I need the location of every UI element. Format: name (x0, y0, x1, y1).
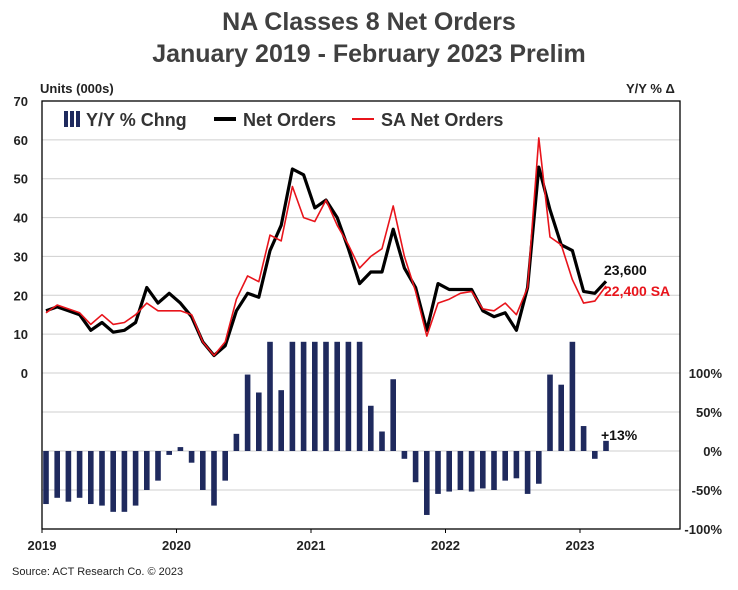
left-y-tick-label: 0 (21, 366, 28, 381)
yoy-bar (155, 451, 161, 481)
plot-frame (41, 100, 681, 530)
left-y-tick-label: 70 (14, 94, 28, 109)
yoy-bar (457, 451, 464, 490)
yoy-bar (256, 392, 262, 451)
x-tick-label: 2019 (28, 538, 57, 553)
chart-title-line-2: January 2019 - February 2023 Prelim (152, 40, 586, 68)
x-tick-label: 2022 (431, 538, 460, 553)
left-y-tick-label: 30 (14, 249, 28, 264)
yoy-bar (356, 341, 363, 451)
yoy-bar (211, 451, 217, 506)
yoy-bar (446, 451, 452, 492)
right-y-tick-label: -50% (692, 483, 723, 498)
yoy-bar (244, 374, 251, 451)
yoy-bar (390, 379, 396, 451)
yoy-bar (401, 451, 408, 459)
yoy-bar (345, 341, 352, 451)
legend-swatch-bars (64, 111, 68, 127)
yoy-bar (480, 451, 486, 489)
legend-swatch-bars (70, 111, 74, 127)
right-y-tick-label: 50% (696, 405, 722, 420)
yoy-bar (43, 451, 49, 505)
yoy-bar (233, 433, 240, 451)
yoy-bar (188, 451, 195, 463)
source-note: Source: ACT Research Co. © 2023 (12, 566, 184, 578)
yoy-bar (65, 451, 72, 502)
legend-label-yoy: Y/Y % Chng (86, 110, 187, 130)
yoy-bar (502, 451, 508, 481)
right-y-tick-label: -100% (684, 522, 722, 537)
yoy-bar (289, 341, 296, 451)
yoy-bar (603, 440, 609, 451)
x-tick-label: 2020 (162, 538, 191, 553)
yoy-bar (144, 451, 150, 490)
left-y-tick-label: 20 (14, 288, 28, 303)
yoy-bar (132, 451, 139, 506)
yoy-bar (513, 451, 520, 479)
left-y-tick-label: 40 (14, 211, 28, 226)
yoy-bar (99, 451, 105, 506)
yoy-bar (435, 451, 441, 494)
yoy-bar (558, 384, 564, 451)
yoy-bar (334, 341, 340, 451)
right-y-tick-label: 0% (703, 444, 722, 459)
yoy-bar (424, 451, 430, 515)
yoy-bar (592, 451, 598, 459)
yoy-bar (110, 451, 116, 512)
x-tick-label: 2023 (566, 538, 595, 553)
net-orders-line (45, 165, 608, 358)
right-axis-label: Y/Y % Δ (626, 81, 675, 96)
legend-label-net-orders: Net Orders (243, 110, 336, 130)
yoy-bar (412, 451, 419, 483)
yoy-bar (468, 451, 475, 492)
yoy-bar (166, 451, 172, 455)
yoy-bar (312, 341, 318, 451)
left-y-tick-label: 60 (14, 133, 28, 148)
yoy-bar (88, 451, 94, 505)
left-axis-label: Units (000s) (40, 81, 114, 96)
yoy-bar (76, 451, 83, 498)
yoy-bar (547, 374, 553, 451)
sa-net-orders-last-value: 22,400 SA (604, 283, 670, 299)
yoy-bar (536, 451, 542, 484)
yoy-bar (222, 451, 228, 481)
sa-net-orders-line (45, 137, 607, 357)
yoy-bar (177, 447, 184, 451)
x-tick-label: 2021 (297, 538, 326, 553)
legend-label-sa-net-orders: SA Net Orders (381, 110, 503, 130)
yoy-bar (200, 451, 206, 490)
legend-swatch-bars (76, 111, 80, 127)
yoy-bar (323, 341, 329, 451)
right-y-tick-label: 100% (689, 366, 723, 381)
yoy-bar (569, 341, 576, 451)
net-orders-last-value: 23,600 (604, 262, 647, 278)
yoy-last-value: +13% (601, 427, 638, 443)
left-y-tick-label: 10 (14, 327, 28, 342)
yoy-bar (379, 431, 385, 451)
yoy-bar (368, 405, 374, 451)
yoy-bar (121, 451, 128, 512)
chart-title-line-1: NA Classes 8 Net Orders (222, 8, 516, 36)
yoy-bar (278, 390, 284, 451)
left-y-tick-label: 50 (14, 172, 28, 187)
yoy-bar (491, 451, 497, 490)
yoy-bar (54, 451, 60, 498)
yoy-bar (300, 341, 307, 451)
yoy-bar (524, 451, 531, 494)
yoy-bar (580, 426, 587, 451)
yoy-bar (267, 341, 273, 451)
